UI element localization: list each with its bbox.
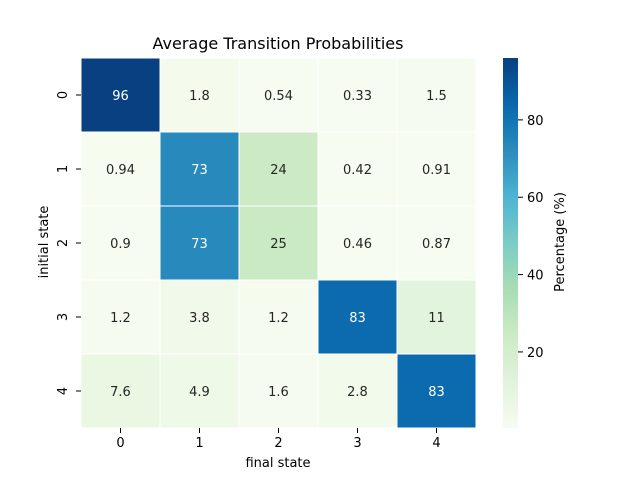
cell-value-label: 0.94 <box>106 163 135 178</box>
heatmap-cell-0-4 <box>396 57 477 133</box>
heatmap-cell-2-4 <box>396 205 477 281</box>
cell-value-label: 0.33 <box>343 89 372 104</box>
cell-value-label: 0.46 <box>343 237 372 252</box>
heatmap-cell-2-2 <box>238 205 319 281</box>
x-tick-label: 2 <box>274 436 282 451</box>
cell-value-label: 1.6 <box>268 385 289 400</box>
cell-value-label: 83 <box>349 311 366 326</box>
colorbar-label: Percentage (%) <box>553 192 568 292</box>
heatmap-cell-1-4 <box>396 131 477 207</box>
colorbar-tick-label: 20 <box>527 346 544 361</box>
heatmap-cell-0-0 <box>80 57 161 133</box>
cell-value-label: 83 <box>428 385 445 400</box>
heatmap-cell-3-2 <box>238 279 319 355</box>
cell-value-label: 0.91 <box>422 163 451 178</box>
heatmap-cell-4-2 <box>238 353 319 429</box>
heatmap-cell-2-1 <box>159 205 240 281</box>
heatmap-cell-3-4 <box>396 279 477 355</box>
colorbar-tick-label: 60 <box>527 191 544 206</box>
colorbar-tick-label: 40 <box>527 269 544 284</box>
cell-value-label: 24 <box>270 163 287 178</box>
heatmap-cell-0-2 <box>238 57 319 133</box>
x-tick-label: 4 <box>432 436 440 451</box>
cell-value-label: 25 <box>270 237 287 252</box>
heatmap-cell-3-3 <box>317 279 398 355</box>
x-tick-label: 0 <box>116 436 124 451</box>
cell-value-label: 1.2 <box>268 311 289 326</box>
chart-title: Average Transition Probabilities <box>153 34 404 53</box>
cell-value-label: 73 <box>191 237 208 252</box>
heatmap-cell-0-3 <box>317 57 398 133</box>
heatmap-cell-0-1 <box>159 57 240 133</box>
y-tick-label: 0 <box>56 91 71 99</box>
y-tick-label: 2 <box>56 239 71 247</box>
heatmap-cell-4-1 <box>159 353 240 429</box>
heatmap-cell-1-2 <box>238 131 319 207</box>
cell-value-label: 0.87 <box>422 237 451 252</box>
y-axis: 0 1 2 3 4 <box>56 91 81 395</box>
x-tick-label: 3 <box>353 436 361 451</box>
cell-value-label: 11 <box>428 311 445 326</box>
cell-value-label: 1.8 <box>189 89 210 104</box>
x-tick-label: 1 <box>195 436 203 451</box>
colorbar-tick-label: 80 <box>527 114 544 129</box>
heatmap-cell-4-4 <box>396 353 477 429</box>
cell-value-label: 0.9 <box>110 237 131 252</box>
cell-value-label: 96 <box>112 89 129 104</box>
cell-value-label: 3.8 <box>189 311 210 326</box>
y-axis-label: initial state <box>37 206 52 279</box>
heatmap-cell-4-0 <box>80 353 161 429</box>
cell-value-label: 0.42 <box>343 163 372 178</box>
heatmap-cell-3-1 <box>159 279 240 355</box>
colorbar-gradient <box>503 58 518 428</box>
heatmap-cell-2-3 <box>317 205 398 281</box>
y-tick-label: 3 <box>56 313 71 321</box>
heatmap-cells: 96 1.8 0.54 0.33 1.5 0.94 73 24 0.42 0.91 0.9 73 25 0… <box>80 57 477 429</box>
y-tick-label: 4 <box>56 387 71 395</box>
cell-value-label: 2.8 <box>347 385 368 400</box>
y-tick-label: 1 <box>56 165 71 173</box>
x-axis-label: final state <box>245 456 310 471</box>
cell-value-label: 73 <box>191 163 208 178</box>
x-axis: 0 1 2 3 4 <box>116 428 441 451</box>
cell-value-label: 1.5 <box>426 89 447 104</box>
cell-value-label: 4.9 <box>189 385 210 400</box>
heatmap-cell-1-0 <box>80 131 161 207</box>
cell-value-label: 7.6 <box>110 385 131 400</box>
colorbar: 20 40 60 80 <box>503 58 544 428</box>
cell-value-label: 0.54 <box>264 89 293 104</box>
cell-value-label: 1.2 <box>110 311 131 326</box>
